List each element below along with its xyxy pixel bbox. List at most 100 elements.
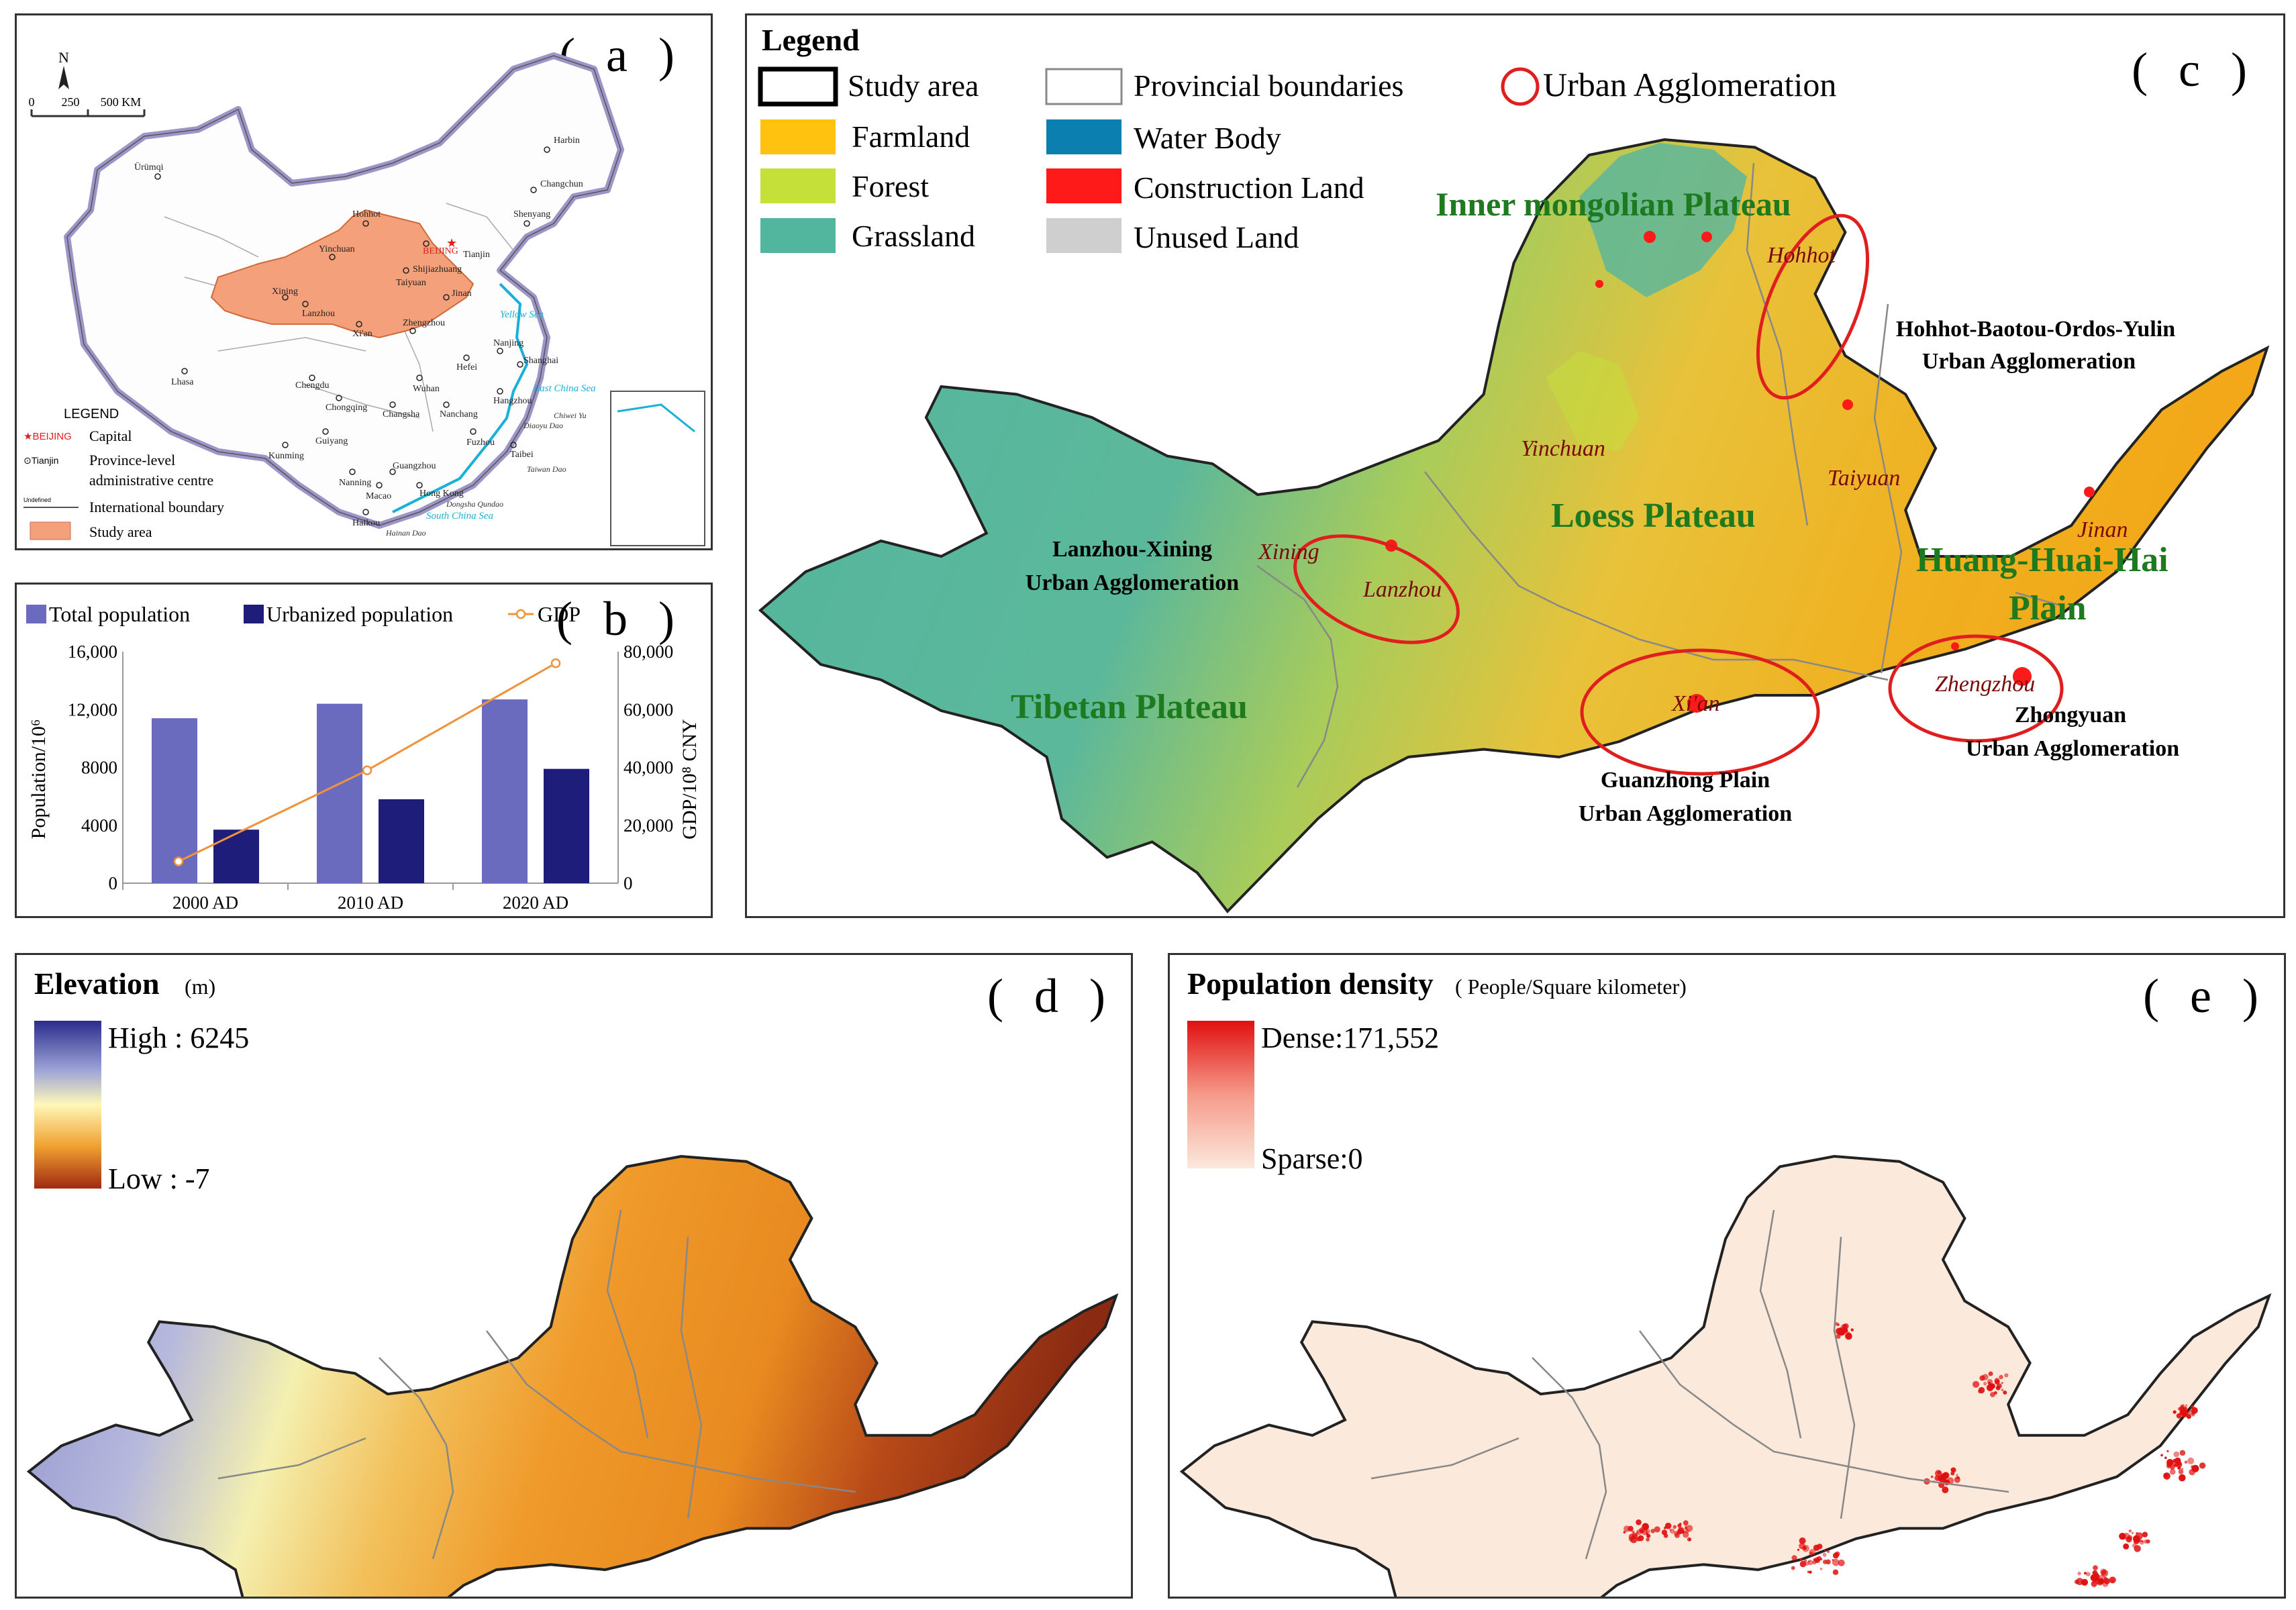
panel-c-label: ( c ) bbox=[2132, 43, 2256, 97]
svg-text:Guanzhong Plain: Guanzhong Plain bbox=[1601, 768, 1770, 793]
svg-text:Shijiazhuang: Shijiazhuang bbox=[413, 264, 462, 274]
city-markers bbox=[154, 146, 550, 515]
population-title: Population density bbox=[1187, 966, 1434, 1001]
population-low: Sparse:0 bbox=[1261, 1142, 1363, 1175]
svg-text:Haikou: Haikou bbox=[352, 518, 380, 528]
panel-e-label: ( e ) bbox=[2143, 969, 2268, 1023]
svg-text:Jinan: Jinan bbox=[452, 289, 472, 299]
svg-text:Dongsha Qundao: Dongsha Qundao bbox=[446, 499, 503, 509]
elevation-map-svg: Elevation (m) High : 6245 Low : -7 bbox=[26, 966, 1119, 1597]
panel-d-label: ( d ) bbox=[987, 969, 1115, 1023]
svg-text:Inner mongolian Plateau: Inner mongolian Plateau bbox=[1436, 185, 1791, 223]
study-area-shape bbox=[210, 209, 475, 339]
bar-total-population bbox=[317, 703, 362, 883]
svg-text:Wuhan: Wuhan bbox=[413, 384, 440, 394]
svg-text:Study area: Study area bbox=[89, 523, 152, 540]
island-labels: Dongsha Qundao Hainan Dao Taiwan Dao Dia… bbox=[385, 411, 587, 538]
svg-text:Nanning: Nanning bbox=[339, 478, 371, 488]
svg-text:Plain: Plain bbox=[2009, 589, 2087, 627]
svg-text:Guangzhou: Guangzhou bbox=[393, 461, 436, 471]
svg-text:Provincial boundaries: Provincial boundaries bbox=[1134, 68, 1403, 103]
legend-urban-agglomeration-swatch bbox=[1501, 67, 1540, 106]
svg-text:Yinchuan: Yinchuan bbox=[319, 244, 355, 254]
bar-total-population bbox=[152, 718, 197, 883]
svg-text:Jinan: Jinan bbox=[2077, 517, 2128, 542]
svg-text:Kunming: Kunming bbox=[268, 451, 304, 461]
elevation-colorbar bbox=[34, 1021, 101, 1189]
chart-legend: Total population Urbanized population GD… bbox=[26, 602, 581, 626]
panel-d-elevation-map: ( d ) Elevation (m) High bbox=[15, 953, 1133, 1599]
svg-text:Grassland: Grassland bbox=[852, 219, 975, 253]
svg-text:Lanzhou: Lanzhou bbox=[1362, 577, 1442, 602]
legend-total-swatch bbox=[26, 605, 46, 623]
study-area-elevation bbox=[26, 1154, 1119, 1597]
panel-b-label: ( b ) bbox=[556, 592, 684, 646]
legend-total: Total population bbox=[49, 602, 190, 626]
svg-text:Guiyang: Guiyang bbox=[315, 436, 348, 446]
population-high: Dense:171,552 bbox=[1261, 1021, 1439, 1054]
population-unit: ( People/Square kilometer) bbox=[1455, 974, 1687, 999]
svg-text:Harbin: Harbin bbox=[554, 136, 580, 146]
population-colorbar bbox=[1187, 1021, 1254, 1168]
svg-text:Urban Agglomeration: Urban Agglomeration bbox=[1579, 801, 1792, 826]
svg-text:Xining: Xining bbox=[1257, 540, 1319, 564]
provincial-boundaries bbox=[1256, 162, 2063, 788]
svg-text:Province-level: Province-level bbox=[89, 452, 175, 468]
construction-specks bbox=[1385, 231, 2095, 713]
bar-urbanized-population bbox=[544, 768, 589, 883]
y-tick-label: 4000 bbox=[81, 815, 117, 836]
svg-text:Farmland: Farmland bbox=[852, 119, 970, 154]
panel-c-legend: Legend Study area Provincial boundaries … bbox=[758, 23, 1836, 254]
panel-c-city-labels: Hohhot Yinchuan Taiyuan Jinan Xining Lan… bbox=[1257, 243, 2128, 716]
panel-b-chart: ( b ) Total population Urbanized populat… bbox=[15, 583, 713, 918]
svg-text:Chiwei Yu: Chiwei Yu bbox=[554, 411, 587, 420]
svg-text:Urban Agglomeration: Urban Agglomeration bbox=[1543, 66, 1836, 103]
svg-text:Tibetan Plateau: Tibetan Plateau bbox=[1011, 688, 1248, 726]
svg-text:Taiyuan: Taiyuan bbox=[396, 278, 426, 288]
panel-a-china-map: ( a ) N 0 250 500 KM bbox=[15, 13, 713, 550]
y-right-label: GDP/10⁸ CNY bbox=[679, 719, 701, 840]
svg-text:Zhengzhou: Zhengzhou bbox=[403, 318, 445, 328]
svg-text:Hainan Dao: Hainan Dao bbox=[385, 528, 426, 538]
svg-text:Yinchuan: Yinchuan bbox=[1521, 436, 1605, 461]
city-labels: Ürümqi Harbin Changchun Shenyang Hohhot … bbox=[134, 136, 583, 528]
svg-text:Zhengzhou: Zhengzhou bbox=[1935, 672, 2035, 697]
gdp-point bbox=[362, 765, 372, 776]
svg-text:International boundary: International boundary bbox=[89, 499, 224, 515]
bar-urbanized-population bbox=[379, 799, 424, 883]
landuse-map-svg: Legend Study area Provincial boundaries … bbox=[758, 23, 2270, 914]
legend-gdp-marker bbox=[515, 609, 526, 619]
svg-text:Taiwan Dao: Taiwan Dao bbox=[527, 464, 566, 474]
x-tick-label: 2000 AD bbox=[172, 893, 238, 913]
elevation-high: High : 6245 bbox=[108, 1021, 249, 1054]
svg-text:East China Sea: East China Sea bbox=[533, 383, 596, 394]
svg-text:Loess Plateau: Loess Plateau bbox=[1551, 497, 1756, 535]
legend-grassland-swatch bbox=[760, 218, 836, 253]
study-area-landuse bbox=[758, 138, 2270, 914]
region-labels: Inner mongolian Plateau Loess Plateau Ti… bbox=[1011, 185, 2168, 726]
elevation-boundaries bbox=[217, 1209, 856, 1560]
legend-urban: Urbanized population bbox=[266, 602, 453, 626]
svg-text:Urban Agglomeration: Urban Agglomeration bbox=[1922, 349, 2136, 374]
legend-water-swatch bbox=[1046, 119, 1121, 154]
svg-text:Unused Land: Unused Land bbox=[1134, 220, 1299, 254]
svg-text:LEGEND: LEGEND bbox=[64, 407, 119, 421]
svg-text:Hohhot-Baotou-Ordos-Yulin: Hohhot-Baotou-Ordos-Yulin bbox=[1896, 317, 2175, 342]
legend-urban-swatch bbox=[244, 605, 264, 623]
svg-text:Hohhot: Hohhot bbox=[352, 209, 381, 219]
elevation-title: Elevation bbox=[34, 966, 160, 1001]
svg-text:Changsha: Changsha bbox=[383, 409, 420, 419]
gdp-point bbox=[550, 658, 561, 668]
svg-text:Water Body: Water Body bbox=[1134, 121, 1281, 155]
population-hotspots bbox=[1623, 1322, 2206, 1587]
svg-text:Diaoyu Dao: Diaoyu Dao bbox=[523, 421, 563, 430]
china-map-svg: N 0 250 500 KM bbox=[23, 49, 705, 546]
svg-text:Changchun: Changchun bbox=[540, 179, 583, 189]
scale-250: 250 bbox=[62, 95, 80, 109]
y2-tick-label: 80,000 bbox=[623, 642, 673, 662]
svg-text:Study area: Study area bbox=[848, 68, 979, 103]
capital-star-icon: ★ bbox=[446, 236, 457, 250]
scale-500: 500 KM bbox=[101, 95, 142, 109]
legend-construction-swatch bbox=[1046, 168, 1121, 203]
svg-text:Lhasa: Lhasa bbox=[171, 377, 194, 387]
